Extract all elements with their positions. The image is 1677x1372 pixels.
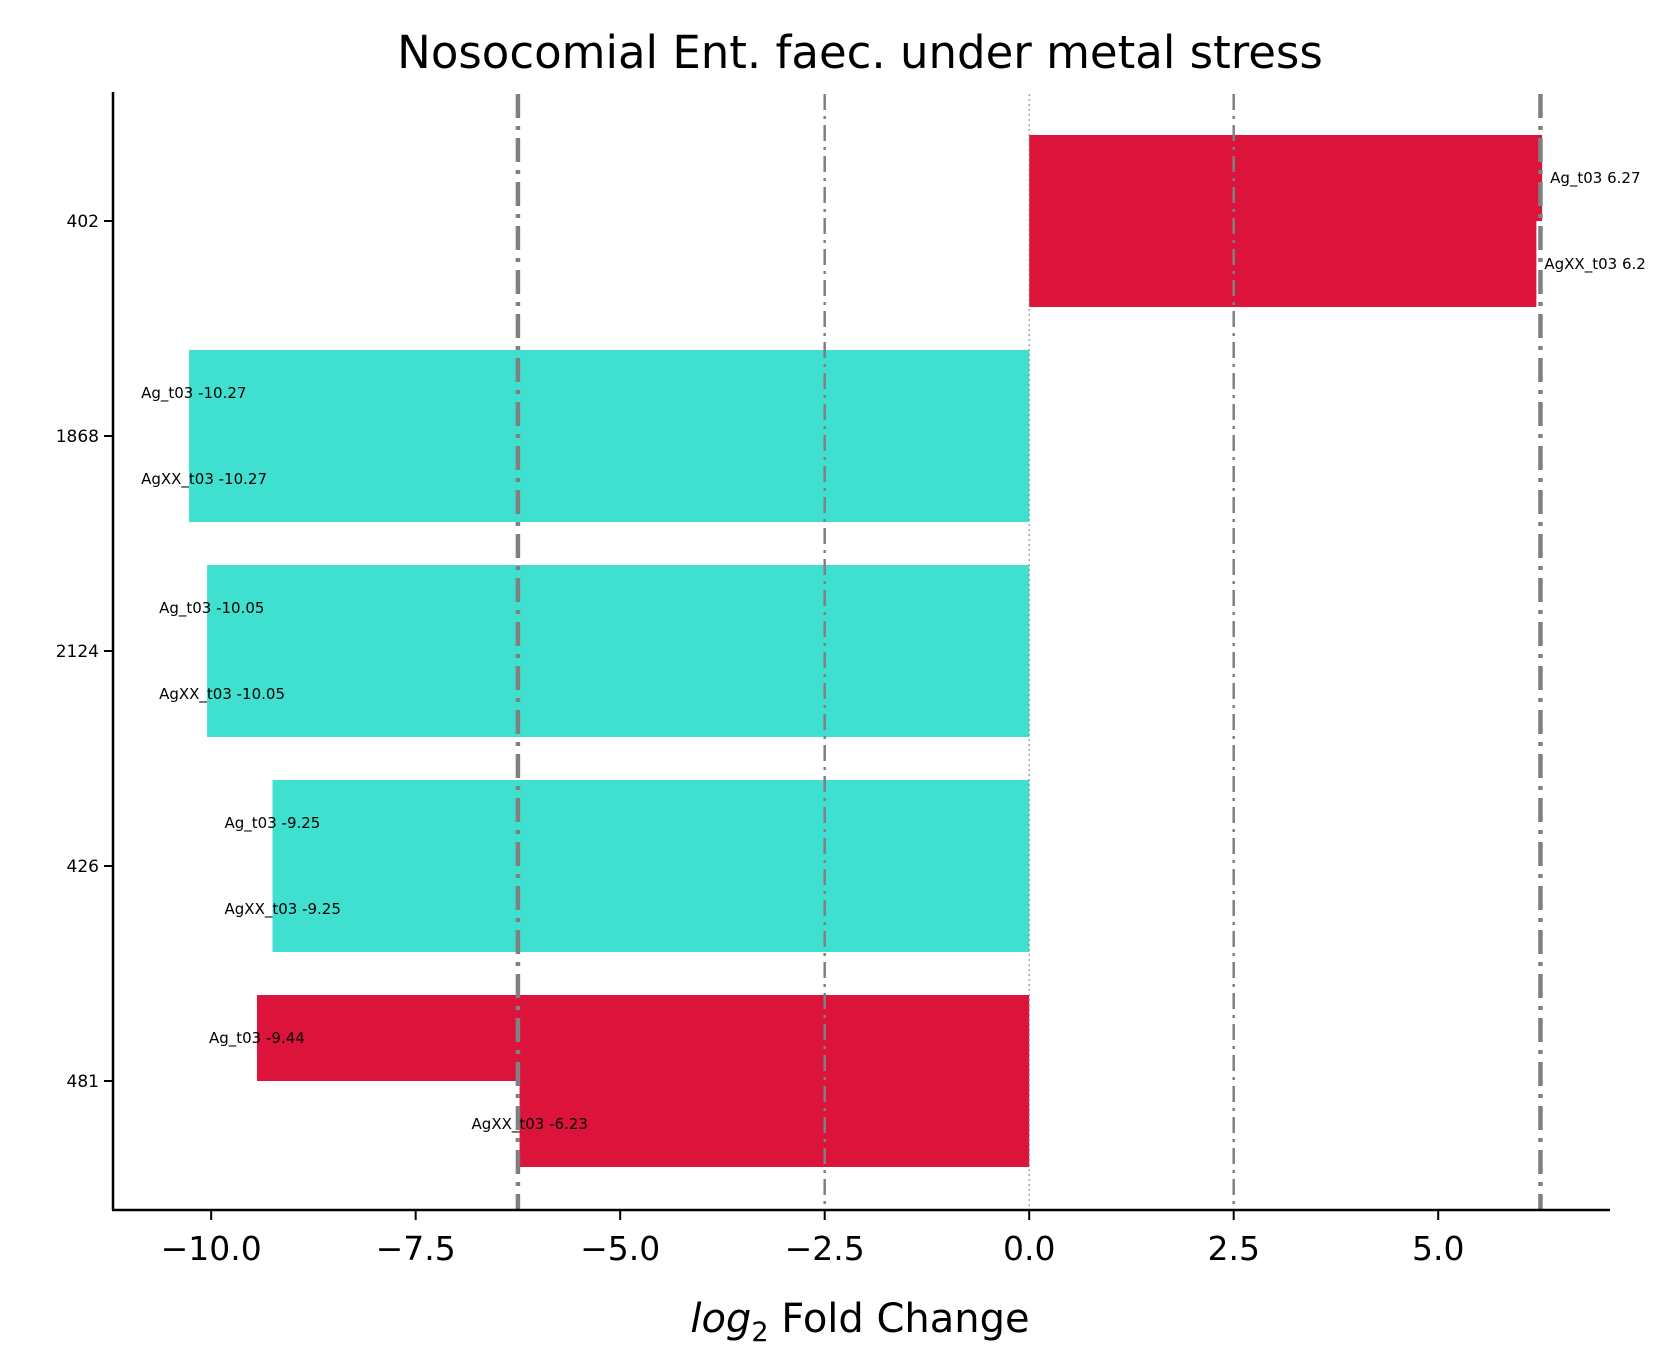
bar-value-label: Ag_t03 -9.25: [225, 814, 321, 833]
bar-481-ag-t03: [256, 995, 1030, 1081]
bar-value-label: AgXX_t03 -9.25: [225, 900, 341, 919]
reference-lines-layer: [515, 94, 1543, 1210]
x-tick-label: 2.5: [1207, 1229, 1259, 1268]
ticks-layer: 402 1868 2124 426 481 −10.0 −7.5 −5.0 −2.5 0.0 2.5…: [56, 212, 1465, 1268]
y-tick-label: 402: [67, 212, 99, 232]
bar-402-ag-t03: [1029, 135, 1543, 221]
bar-value-label: AgXX_t03 -10.27: [141, 470, 267, 489]
x-axis-label-subscript: 2: [751, 1317, 768, 1348]
bar-2124-agxx-t03: [207, 651, 1030, 737]
y-tick-label: 426: [67, 857, 99, 877]
bar-402-agxx-t03: [1029, 221, 1537, 307]
x-tick-label: −10.0: [161, 1229, 262, 1268]
x-tick-label: −5.0: [580, 1229, 660, 1268]
y-tick-label: 2124: [56, 642, 99, 662]
bar-value-label: Ag_t03 -10.05: [159, 599, 264, 618]
x-tick-label: −2.5: [785, 1229, 865, 1268]
x-tick-label: 0.0: [1003, 1229, 1055, 1268]
bar-value-label: Ag_t03 -10.27: [141, 384, 246, 403]
bar-426-ag-t03: [272, 780, 1030, 866]
bar-value-label: Ag_t03 6.27: [1550, 169, 1640, 188]
bar-labels-layer: Ag_t03 6.27 AgXX_t03 6.2 Ag_t03 -10.27 AgXX…: [141, 169, 1646, 1134]
x-axis-label-log: log: [690, 1296, 751, 1342]
bar-value-label: AgXX_t03 -6.23: [472, 1115, 588, 1134]
bar-1868-ag-t03: [189, 350, 1030, 436]
bar-481-agxx-t03: [519, 1081, 1030, 1167]
y-tick-label: 1868: [56, 427, 99, 447]
bars-layer: [189, 135, 1543, 1167]
bar-value-label: Ag_t03 -9.44: [209, 1029, 305, 1048]
bar-value-label: AgXX_t03 6.2: [1544, 255, 1645, 274]
x-tick-label: −7.5: [376, 1229, 456, 1268]
bar-2124-ag-t03: [207, 565, 1030, 651]
chart-title: Nosocomial Ent. faec. under metal stress: [397, 26, 1323, 79]
x-axis-label: log2 Fold Change: [690, 1296, 1029, 1348]
x-axis-label-rest: Fold Change: [769, 1296, 1030, 1342]
y-tick-label: 481: [67, 1072, 99, 1092]
bar-1868-agxx-t03: [189, 436, 1030, 522]
bar-426-agxx-t03: [272, 866, 1030, 952]
bar-value-label: AgXX_t03 -10.05: [159, 685, 285, 704]
x-tick-label: 5.0: [1412, 1229, 1464, 1268]
